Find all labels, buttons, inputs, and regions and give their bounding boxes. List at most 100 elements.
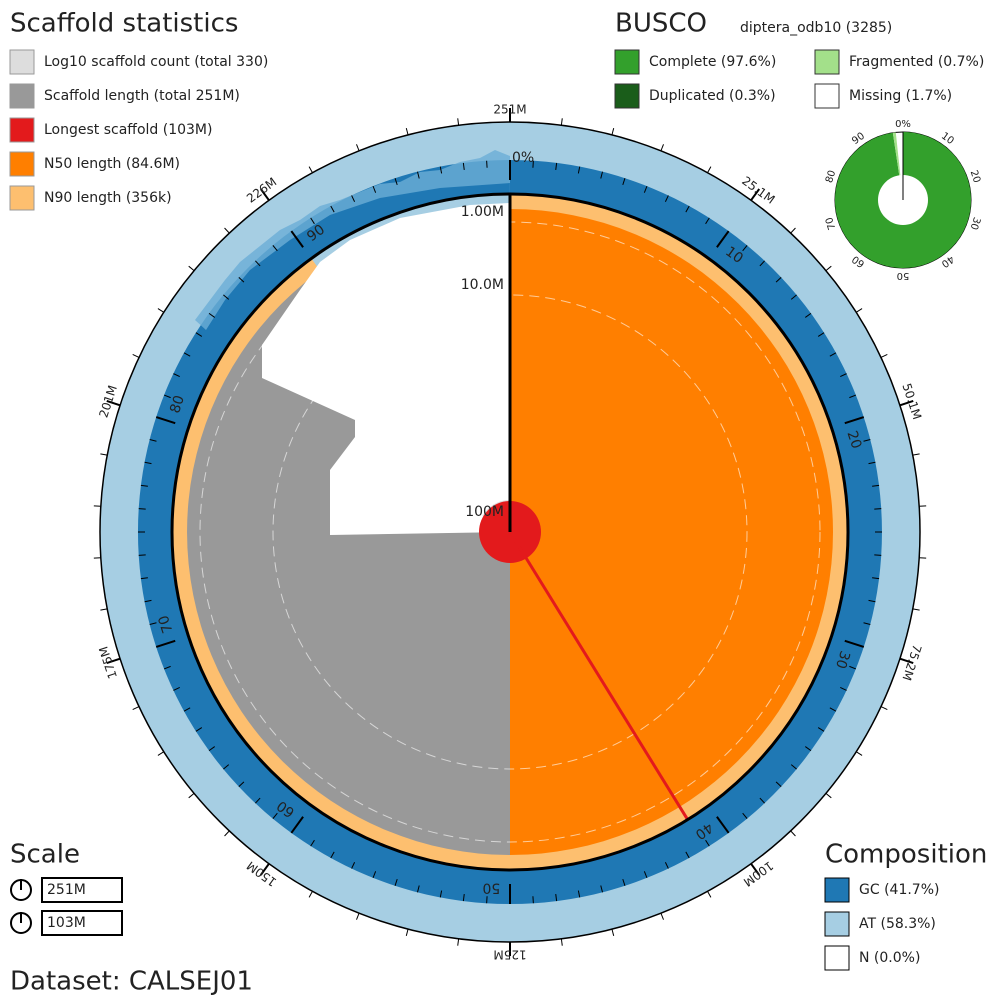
percent-tick (817, 727, 825, 732)
length-tick (707, 891, 712, 898)
busco-title: BUSCO (615, 9, 707, 39)
percent-tick (844, 639, 865, 648)
legend-label: N (0.0%) (859, 950, 920, 966)
percent-tick (790, 764, 797, 770)
percent-label: 70 (156, 613, 177, 635)
length-tick (259, 863, 270, 876)
legend-label: N90 length (356k) (44, 190, 172, 206)
length-tick (259, 188, 270, 201)
length-tick (308, 891, 313, 898)
percent-label: 50 (482, 880, 500, 896)
percent-tick (775, 781, 782, 788)
busco-tick: 80 (824, 169, 838, 185)
length-tick (356, 144, 360, 151)
legend-swatch (814, 83, 840, 109)
longest-line (508, 531, 689, 821)
percent-tick (290, 816, 304, 834)
percent-tick (439, 166, 443, 174)
percent-tick (829, 352, 837, 357)
busco-tick: 20 (968, 169, 982, 185)
dataset-label: Dataset: CALSEJ01 (10, 967, 253, 997)
length-tick (611, 127, 615, 136)
legend-swatch (824, 877, 850, 903)
percent-tick (775, 276, 782, 283)
legend-swatch (9, 83, 35, 109)
length-tick (825, 792, 832, 799)
n50-sector (510, 209, 833, 855)
length-tick (157, 751, 165, 756)
percent-tick (840, 373, 847, 378)
length-tick (224, 830, 230, 837)
percent-tick (868, 599, 876, 603)
length-tick (855, 751, 863, 756)
scaffold-title: Scaffold statistics (10, 9, 238, 39)
percent-tick (238, 781, 245, 788)
legend-label: AT (58.3%) (859, 916, 936, 932)
radial-tick-label: 10.0M (461, 277, 504, 293)
percent-tick (863, 439, 871, 442)
percent-tick (155, 639, 176, 648)
percent-tick (872, 577, 880, 580)
percent-tick (372, 185, 377, 193)
percent-tick (254, 797, 261, 804)
legend-label: Complete (97.6%) (649, 54, 776, 70)
legend-swatch (9, 185, 35, 211)
percent-label: 80 (167, 393, 188, 415)
percent-tick (183, 352, 191, 357)
composition-title: Composition (825, 840, 987, 870)
percent-tick (173, 373, 180, 378)
percent-tick (351, 195, 356, 202)
dashed-circle (272, 294, 748, 770)
percent-tick (140, 484, 148, 487)
percent-tick (351, 862, 356, 869)
length-label: 251M (493, 103, 526, 117)
percent-tick (817, 332, 825, 337)
percent-label: 20 (844, 429, 865, 451)
length-tick (880, 706, 888, 711)
percent-tick (417, 885, 420, 893)
legend-label: Scaffold length (total 251M) (44, 88, 240, 104)
percent-tick (622, 878, 626, 886)
percent-tick (223, 764, 230, 770)
percent-tick (238, 276, 245, 283)
outer-outline (99, 121, 921, 943)
radial-tick-label: 1.00M (461, 204, 504, 220)
percent-tick (155, 416, 176, 425)
percent-tick (330, 851, 335, 859)
percent-label: 30 (832, 649, 853, 671)
percent-tick (290, 230, 304, 248)
length-tick (132, 706, 140, 711)
percent-tick (705, 217, 710, 225)
length-tick (106, 400, 121, 407)
legend-label: N50 length (84.6M) (44, 156, 180, 172)
percent-tick (685, 851, 690, 859)
length-tick (912, 608, 920, 611)
length-tick (405, 127, 409, 136)
percent-tick (705, 839, 710, 847)
scale-box (41, 910, 123, 936)
length-tick (157, 308, 165, 313)
length-tick (132, 353, 140, 358)
percent-tick (863, 622, 871, 625)
percent-tick (664, 862, 669, 869)
percent-tick (844, 416, 865, 425)
zero-label: 0% (512, 150, 534, 166)
percent-tick (144, 599, 152, 603)
length-tick (356, 913, 360, 920)
percent-tick (555, 894, 558, 902)
percent-tick (149, 622, 157, 625)
percent-tick (849, 665, 857, 670)
percent-tick (759, 260, 766, 267)
percent-tick (272, 812, 278, 819)
legend-swatch (9, 117, 35, 143)
length-tick (611, 928, 615, 937)
percent-tick (462, 162, 465, 170)
length-tick (188, 265, 195, 272)
percent-tick (417, 171, 420, 179)
percent-tick (804, 312, 812, 318)
length-tick (790, 227, 796, 234)
length-tick (825, 265, 832, 272)
busco-lineage: diptera_odb10 (3285) (740, 20, 892, 36)
legend-swatch (614, 49, 640, 75)
length-tick (457, 118, 460, 126)
